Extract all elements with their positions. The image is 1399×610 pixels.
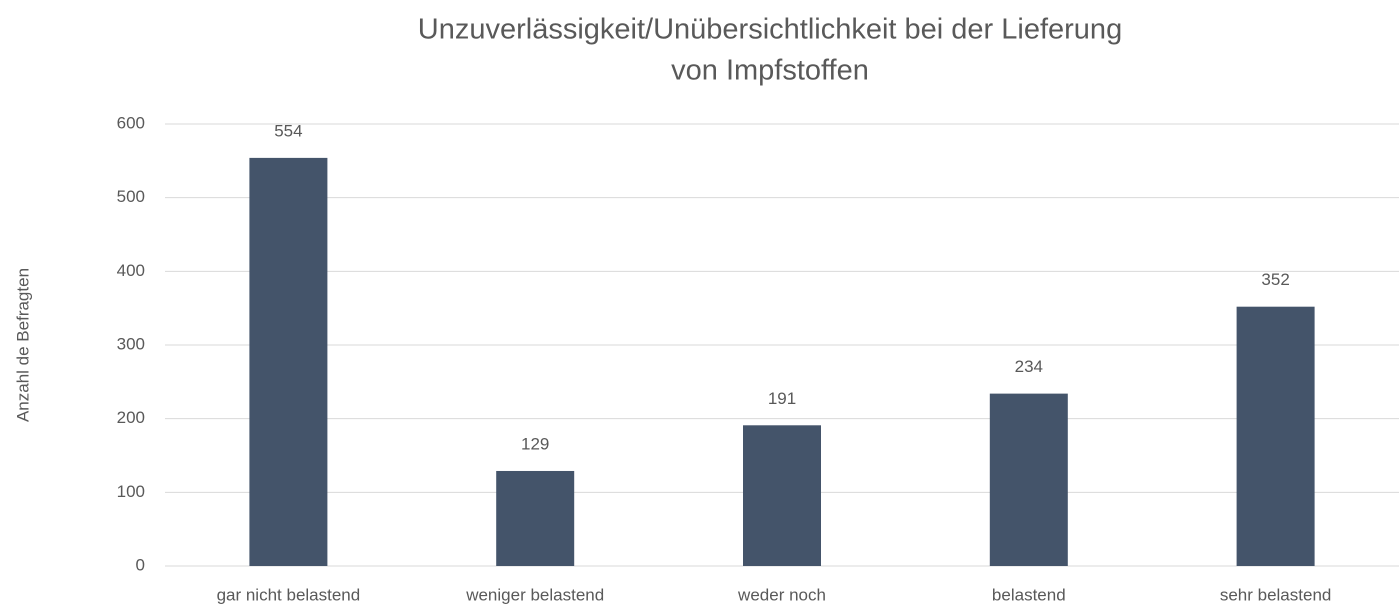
bar: [1236, 306, 1315, 566]
bar: [743, 425, 821, 566]
y-tick-label: 200: [117, 408, 145, 427]
x-tick-label: weniger belastend: [465, 585, 604, 604]
x-tick-label: weder noch: [737, 585, 826, 604]
x-tick-label: belastend: [992, 585, 1066, 604]
data-label: 191: [768, 389, 796, 408]
y-tick-label: 0: [136, 555, 145, 574]
y-axis-label: Anzahl de Befragten: [13, 268, 32, 422]
bar: [249, 157, 328, 567]
data-label: 234: [1015, 357, 1043, 376]
y-tick-label: 400: [117, 261, 145, 280]
bar: [496, 470, 575, 566]
x-tick-label: sehr belastend: [1220, 585, 1332, 604]
data-label: 554: [274, 121, 302, 140]
bar: [989, 393, 1068, 566]
data-label: 129: [521, 434, 549, 453]
y-tick-label: 300: [117, 334, 145, 353]
data-label: 352: [1261, 270, 1289, 289]
chart-title: Unzuverlässigkeit/Unübersichtlichkeit be…: [418, 14, 1122, 46]
x-tick-label: gar nicht belastend: [217, 585, 361, 604]
chart-title: von Impfstoffen: [671, 55, 869, 87]
y-tick-label: 500: [117, 187, 145, 206]
y-tick-label: 600: [117, 113, 145, 132]
y-tick-label: 100: [117, 482, 145, 501]
